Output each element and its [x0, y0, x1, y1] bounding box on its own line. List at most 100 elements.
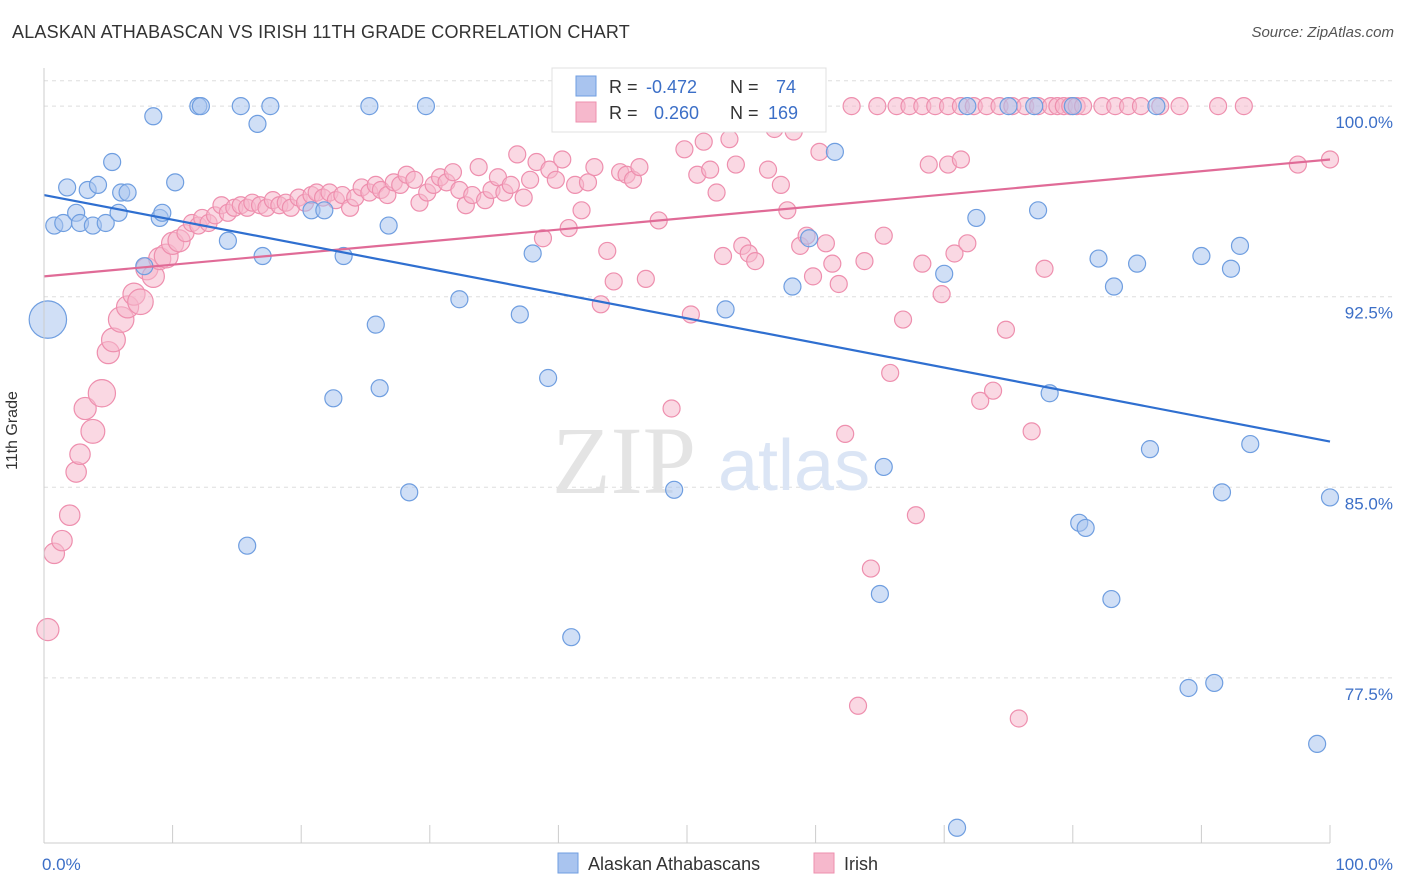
legend-r-value-2: 0.260 — [654, 103, 699, 123]
irish-point-133 — [893, 310, 913, 329]
athabascan-point-48 — [870, 584, 890, 604]
athabascan-point-36 — [416, 97, 436, 116]
athabascan-point-9 — [96, 213, 115, 233]
legend-bottom-label-irish: Irish — [844, 854, 878, 874]
legend-n-label-1: N = — [730, 77, 759, 97]
irish-point-112 — [758, 160, 778, 179]
athabascan-point-15 — [144, 107, 163, 126]
irish-point-79 — [546, 170, 565, 189]
athabascan-point-32 — [366, 315, 385, 334]
athabascan-point-47 — [825, 142, 844, 161]
irish-point-143 — [958, 234, 977, 253]
athabascan-point-29 — [324, 389, 343, 408]
irish-point-126 — [848, 696, 868, 715]
axes: 0.0% 100.0% — [42, 68, 1393, 874]
irish-point-2 — [51, 529, 73, 552]
irish-point-4 — [65, 461, 87, 483]
irish-point-102 — [694, 132, 713, 151]
legend-bottom-swatch-athabascan — [557, 852, 579, 874]
athabascan-point-26 — [261, 97, 280, 116]
athabascan-point-22 — [231, 97, 250, 116]
athabascan-point-45 — [783, 277, 802, 296]
irish-point-104 — [707, 183, 726, 202]
irish-point-121 — [816, 234, 835, 253]
athabascan-point-23 — [238, 536, 257, 555]
athabascan-point-3 — [58, 178, 77, 197]
athabascan-point-60 — [1076, 518, 1095, 538]
legend-r-value-1: -0.472 — [646, 77, 697, 97]
athabascan-point-50 — [935, 264, 954, 283]
athabascan-point-11 — [109, 203, 128, 222]
athabascan-point-49 — [874, 457, 893, 477]
irish-point-119 — [803, 267, 823, 286]
athabascan-point-0 — [28, 300, 68, 339]
irish-point-87 — [598, 241, 617, 261]
irish-point-167 — [1170, 97, 1189, 116]
irish-point-141 — [945, 244, 964, 263]
athabascan-point-69 — [1205, 673, 1224, 693]
irish-point-127 — [855, 252, 874, 271]
irish-point-106 — [720, 130, 739, 149]
irish-point-5 — [69, 443, 91, 466]
series-athabascan-points — [28, 97, 1340, 837]
athabascan-point-39 — [523, 244, 542, 263]
athabascan-point-8 — [88, 175, 108, 194]
irish-point-103 — [701, 160, 720, 179]
irish-point-57 — [405, 170, 424, 189]
y-tick-label-1: 85.0% — [1345, 494, 1393, 513]
athabascan-point-66 — [1147, 97, 1166, 116]
irish-point-83 — [572, 201, 591, 220]
irish-point-170 — [1288, 155, 1307, 174]
athabascan-point-28 — [315, 201, 334, 220]
athabascan-point-62 — [1102, 589, 1121, 609]
irish-point-92 — [630, 157, 649, 177]
y-tick-label-0: 77.5% — [1345, 685, 1393, 704]
irish-point-147 — [983, 381, 1003, 400]
trend-lines — [43, 158, 1331, 443]
legend-series: Alaskan Athabascans Irish — [557, 852, 878, 874]
athabascan-point-70 — [1212, 483, 1232, 502]
irish-point-72 — [501, 175, 520, 194]
irish-point-99 — [675, 140, 694, 159]
irish-point-85 — [585, 157, 604, 177]
athabascan-point-31 — [360, 97, 379, 116]
y-tick-label-3: 100.0% — [1335, 113, 1393, 132]
athabascan-point-61 — [1089, 249, 1108, 268]
irish-point-153 — [1022, 422, 1041, 441]
athabascan-point-33 — [370, 379, 389, 398]
irish-point-131 — [881, 363, 900, 383]
athabascan-point-21 — [218, 231, 237, 250]
athabascan-point-54 — [999, 97, 1018, 116]
irish-point-155 — [1035, 259, 1054, 278]
legend-stats: R = -0.472 N = 74 R = 0.260 N = 169 — [551, 67, 827, 133]
irish-point-14 — [127, 288, 154, 316]
athabascan-point-53 — [967, 208, 986, 228]
athabascan-point-56 — [1028, 201, 1048, 220]
grid-lines: 77.5% 85.0% 92.5% 100.0% — [44, 80, 1394, 704]
irish-point-173 — [951, 150, 971, 169]
athabascan-point-10 — [103, 152, 122, 172]
irish-point-125 — [842, 97, 861, 116]
irish-point-120 — [810, 142, 829, 161]
athabascan-point-68 — [1192, 246, 1211, 266]
x-tick-label-1: 100.0% — [1335, 855, 1393, 874]
athabascan-point-67 — [1179, 678, 1198, 698]
irish-point-63 — [443, 163, 463, 182]
irish-point-107 — [726, 155, 745, 174]
legend-n-label-2: N = — [730, 103, 759, 123]
irish-point-80 — [553, 150, 572, 169]
irish-point-6 — [73, 396, 97, 421]
legend-n-value-1: 74 — [776, 77, 796, 97]
irish-point-137 — [919, 155, 938, 174]
y-tick-label-2: 92.5% — [1345, 304, 1393, 323]
trend-line-athabascan — [43, 193, 1331, 443]
athabascan-point-55 — [1025, 97, 1044, 116]
legend-swatch-athabascan — [575, 75, 597, 97]
irish-point-74 — [514, 188, 533, 207]
irish-point-123 — [829, 274, 848, 294]
irish-point-3 — [58, 504, 81, 527]
athabascan-point-65 — [1140, 440, 1160, 459]
legend-n-value-2: 169 — [768, 103, 798, 123]
athabascan-point-34 — [379, 216, 398, 235]
